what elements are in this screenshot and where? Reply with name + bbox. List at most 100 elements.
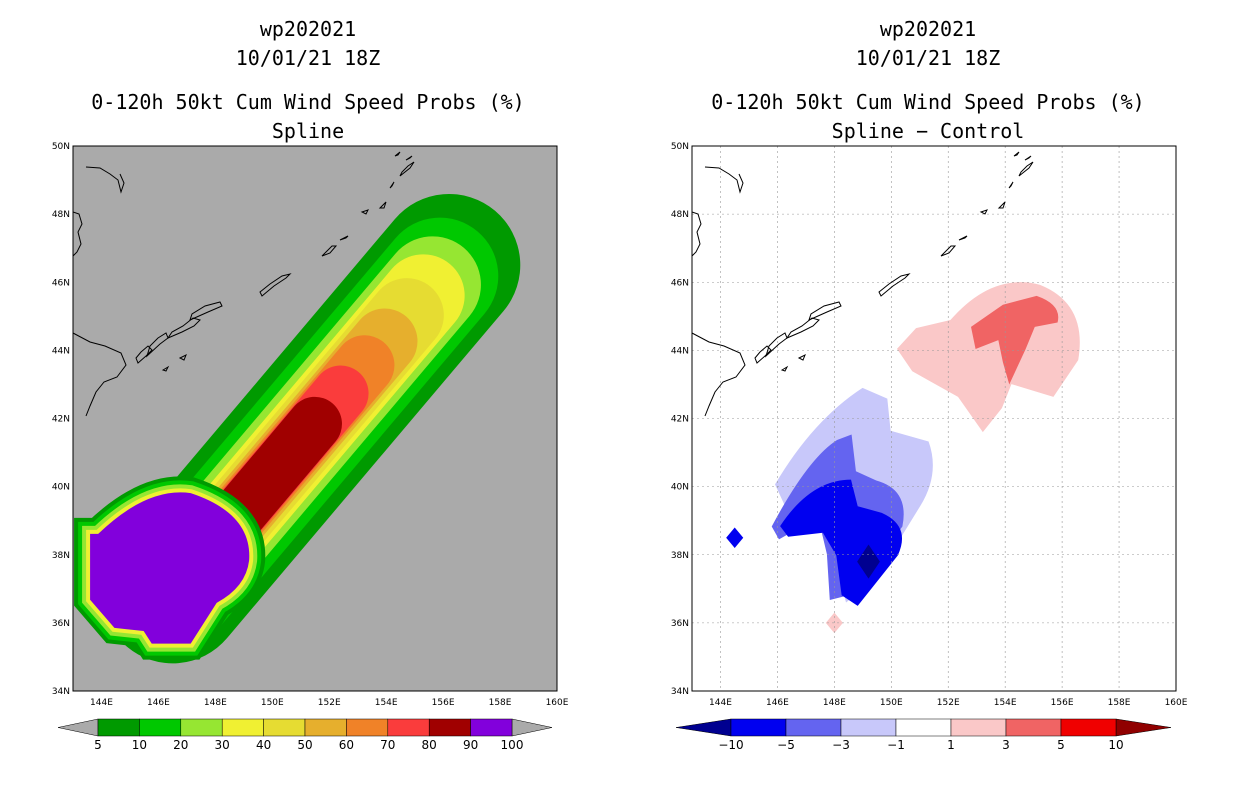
right-colorbar-swatch <box>785 718 842 737</box>
right-kuril-11 <box>1018 161 1034 177</box>
y-tick-label: 34N <box>52 687 70 697</box>
left-method-title: Spline <box>271 119 345 143</box>
y-tick-label: 36N <box>671 619 689 629</box>
x-tick-label: 144E <box>90 698 113 708</box>
right-kuril-12 <box>1024 155 1032 161</box>
left-map-background <box>73 146 557 691</box>
right-kuril-2 <box>764 332 788 358</box>
swath-band-50pct <box>139 308 418 625</box>
y-tick-label: 42N <box>671 415 689 425</box>
right-kuril-6 <box>940 245 957 257</box>
x-tick-label: 148E <box>204 698 227 708</box>
left-kuril-12 <box>405 155 413 161</box>
right-colorbar-swatch <box>840 718 897 737</box>
right-colorbar-swatch <box>950 718 1007 737</box>
left-storm-id: wp202021 <box>259 17 357 41</box>
left-map: 144E 146E 148E 150E 152E 154E 156E 158E 160E 34N 3… <box>52 142 569 708</box>
left-coastline <box>73 151 415 417</box>
right-colorbar-right-extend <box>1115 718 1172 737</box>
left-islet-2 <box>178 353 187 361</box>
core-rim-20pct <box>82 484 258 652</box>
left-colorbar-swatch <box>139 718 182 737</box>
right-colorbar: −10 −5 −3 −1 1 3 5 10 <box>675 718 1172 752</box>
x-tick-label: 150E <box>261 698 284 708</box>
difference-region-positive-3 <box>971 295 1059 385</box>
left-kuril-13 <box>394 151 401 157</box>
right-colorbar-label: 1 <box>947 738 955 752</box>
right-kuril-10 <box>1008 181 1014 189</box>
right-colorbar-label: 5 <box>1057 738 1065 752</box>
left-colorbar-label: 40 <box>256 738 271 752</box>
y-tick-label: 44N <box>52 346 70 356</box>
difference-region-negative-3 <box>771 434 904 601</box>
y-tick-label: 42N <box>52 415 70 425</box>
left-kuril-3 <box>166 317 201 340</box>
difference-region-negative-5 <box>780 479 903 606</box>
y-tick-label: 48N <box>671 210 689 220</box>
right-gridlines <box>692 146 1176 691</box>
x-tick-label: 158E <box>1108 698 1131 708</box>
left-datetime: 10/01/21 18Z <box>235 46 381 70</box>
difference-region-positive-1 <box>825 612 843 634</box>
y-tick-label: 46N <box>671 278 689 288</box>
left-kuril-1 <box>135 345 153 364</box>
left-colorbar-label: 80 <box>422 738 437 752</box>
difference-region-positive-1 <box>896 282 1080 433</box>
core-rim-5pct <box>74 476 266 660</box>
right-colorbar-swatch <box>1005 718 1062 737</box>
x-tick-label: 144E <box>709 698 732 708</box>
swath-band-40pct <box>135 278 444 630</box>
left-map-frame <box>72 145 558 692</box>
y-tick-label: 36N <box>52 619 70 629</box>
y-tick-label: 34N <box>671 687 689 697</box>
x-tick-label: 146E <box>766 698 789 708</box>
left-colorbar-swatch <box>387 718 430 737</box>
left-kuril-7 <box>339 235 349 241</box>
left-subtitle-block: 0-120h 50kt Cum Wind Speed Probs (%) Spl… <box>48 88 568 146</box>
right-colorbar-label: −10 <box>718 738 743 752</box>
y-tick-label: 38N <box>52 551 70 561</box>
left-axes-labels: 144E 146E 148E 150E 152E 154E 156E 158E 160E 34N 3… <box>52 142 569 708</box>
right-colorbar-label: −1 <box>887 738 905 752</box>
left-islet-1 <box>161 365 170 372</box>
x-tick-label: 156E <box>432 698 455 708</box>
x-tick-label: 154E <box>375 698 398 708</box>
right-colorbar-label: −3 <box>832 738 850 752</box>
right-kuril-1 <box>754 345 772 364</box>
x-tick-label: 160E <box>546 698 569 708</box>
right-colorbar-swatch <box>1060 718 1117 737</box>
right-colorbar-label: 10 <box>1108 738 1123 752</box>
left-title-block: wp202021 10/01/21 18Z <box>48 15 568 73</box>
swath-band-30pct <box>131 254 465 634</box>
left-colorbar-label: 30 <box>215 738 230 752</box>
right-coast-hokkaido <box>692 332 746 417</box>
swath-band-60pct <box>142 335 395 623</box>
left-colorbar-left-extend <box>57 718 99 737</box>
right-colorbar-left-extend <box>675 718 732 737</box>
swath-band-70pct <box>144 365 369 621</box>
x-tick-label: 156E <box>1051 698 1074 708</box>
left-kuril-6 <box>321 245 338 257</box>
left-colorbar-swatch <box>263 718 306 737</box>
right-datetime: 10/01/21 18Z <box>855 46 1001 70</box>
left-colorbar-swatch <box>346 718 389 737</box>
right-axes-labels: 144E 146E 148E 150E 152E 154E 156E 158E 160E 34N 3… <box>671 142 1188 708</box>
x-tick-label: 160E <box>1165 698 1188 708</box>
x-tick-label: 150E <box>880 698 903 708</box>
difference-region-negative-10 <box>857 544 880 579</box>
left-colorbar-label: 5 <box>94 738 102 752</box>
left-kuril-8 <box>360 209 369 215</box>
left-colorbar-swatch <box>221 718 264 737</box>
right-kuril-5 <box>878 273 911 297</box>
swath-band-80pct <box>145 396 342 620</box>
right-colorbar-label: −5 <box>777 738 795 752</box>
left-kuril-11 <box>399 161 415 177</box>
left-colorbar-label: 20 <box>173 738 188 752</box>
left-colorbar-swatch <box>304 718 347 737</box>
swath-core-90-100pct <box>90 492 250 644</box>
right-map: 144E 146E 148E 150E 152E 154E 156E 158E 160E 34N 3… <box>671 142 1188 708</box>
left-colorbar-label: 90 <box>463 738 478 752</box>
left-kuril-5 <box>259 273 292 297</box>
x-tick-label: 152E <box>937 698 960 708</box>
right-colorbar-label: 3 <box>1002 738 1010 752</box>
